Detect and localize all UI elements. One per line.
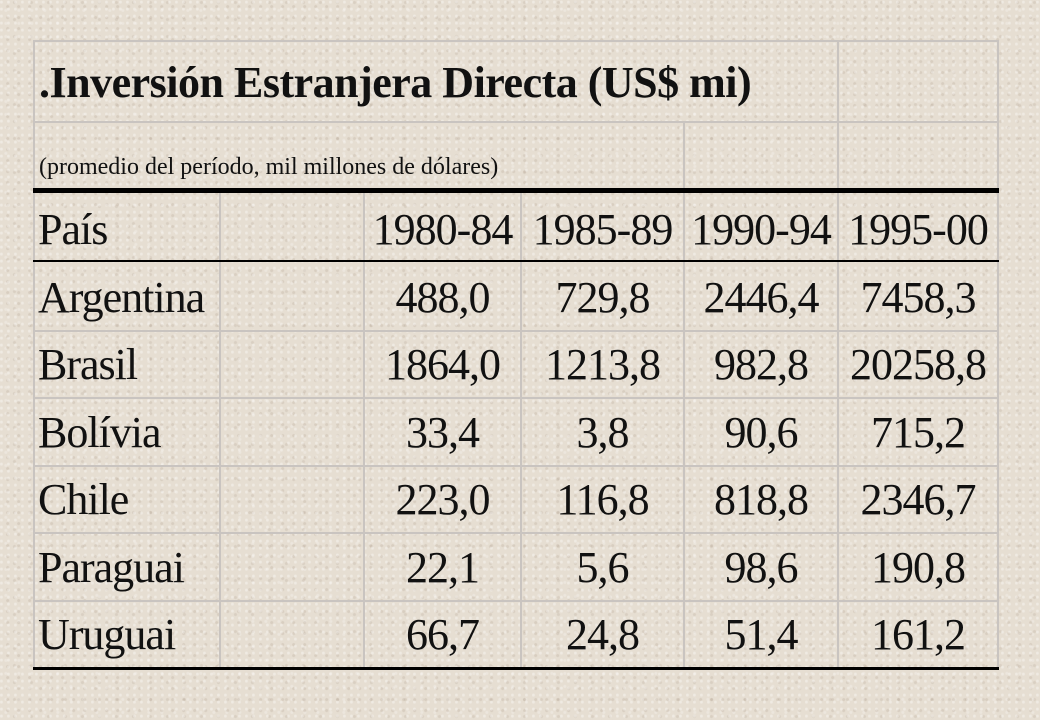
grid-line xyxy=(683,121,685,670)
row-value: 3,8 xyxy=(576,407,630,457)
row-country: Brasil xyxy=(38,340,138,389)
row-value: 7458,3 xyxy=(860,272,977,322)
investment-table: .Inversión Estranjera Directa (US$ mi) (… xyxy=(33,40,999,670)
grid-line xyxy=(363,190,365,670)
row-value: 161,2 xyxy=(871,609,966,659)
row-value: 22,1 xyxy=(406,542,480,592)
grid-line xyxy=(33,465,999,467)
header-country: País xyxy=(38,204,108,254)
header-rule-bottom xyxy=(33,260,999,262)
row-value: 98,6 xyxy=(724,542,799,592)
row-country: Uruguai xyxy=(38,609,176,659)
row-country: Chile xyxy=(38,475,129,524)
row-value: 1213,8 xyxy=(545,340,661,389)
row-value: 24,8 xyxy=(566,609,640,659)
header-rule-top xyxy=(33,188,999,193)
table-subtitle: (promedio del período, mil millones de d… xyxy=(39,153,499,180)
header-period: 1995-00 xyxy=(848,204,989,254)
header-period: 1985-89 xyxy=(532,204,674,254)
grid-line xyxy=(33,600,999,602)
grid-line xyxy=(33,397,999,399)
row-value: 223,0 xyxy=(395,475,491,524)
grid-line xyxy=(997,40,999,670)
row-value: 190,8 xyxy=(871,542,966,592)
row-country: Paraguai xyxy=(38,542,185,592)
grid-line xyxy=(33,330,999,332)
row-value: 2346,7 xyxy=(860,475,977,524)
row-value: 20258,8 xyxy=(850,340,987,389)
row-value: 33,4 xyxy=(406,407,480,457)
grid-line xyxy=(520,190,522,670)
grid-line xyxy=(219,190,221,670)
row-value: 1864,0 xyxy=(385,340,501,389)
row-country: Bolívia xyxy=(38,407,162,457)
row-country: Argentina xyxy=(38,272,205,322)
row-value: 2446,4 xyxy=(703,272,820,322)
row-value: 488,0 xyxy=(395,272,491,322)
row-value: 729,8 xyxy=(555,272,651,322)
row-value: 982,8 xyxy=(714,340,809,389)
table-title: .Inversión Estranjera Directa (US$ mi) xyxy=(39,57,752,107)
row-value: 5,6 xyxy=(576,542,630,592)
row-value: 116,8 xyxy=(556,475,649,524)
row-value: 818,8 xyxy=(714,475,809,524)
grid-line xyxy=(33,532,999,534)
grid-line xyxy=(837,40,839,670)
grid-line xyxy=(33,121,999,123)
grid-line xyxy=(33,40,999,42)
header-period: 1980-84 xyxy=(372,204,514,254)
row-value: 715,2 xyxy=(871,407,966,457)
grid-line xyxy=(33,40,35,670)
row-value: 51,4 xyxy=(724,609,799,659)
row-value: 66,7 xyxy=(406,609,480,659)
table-rule-bottom xyxy=(33,667,999,670)
header-period: 1990-94 xyxy=(691,204,832,254)
row-value: 90,6 xyxy=(724,407,799,457)
